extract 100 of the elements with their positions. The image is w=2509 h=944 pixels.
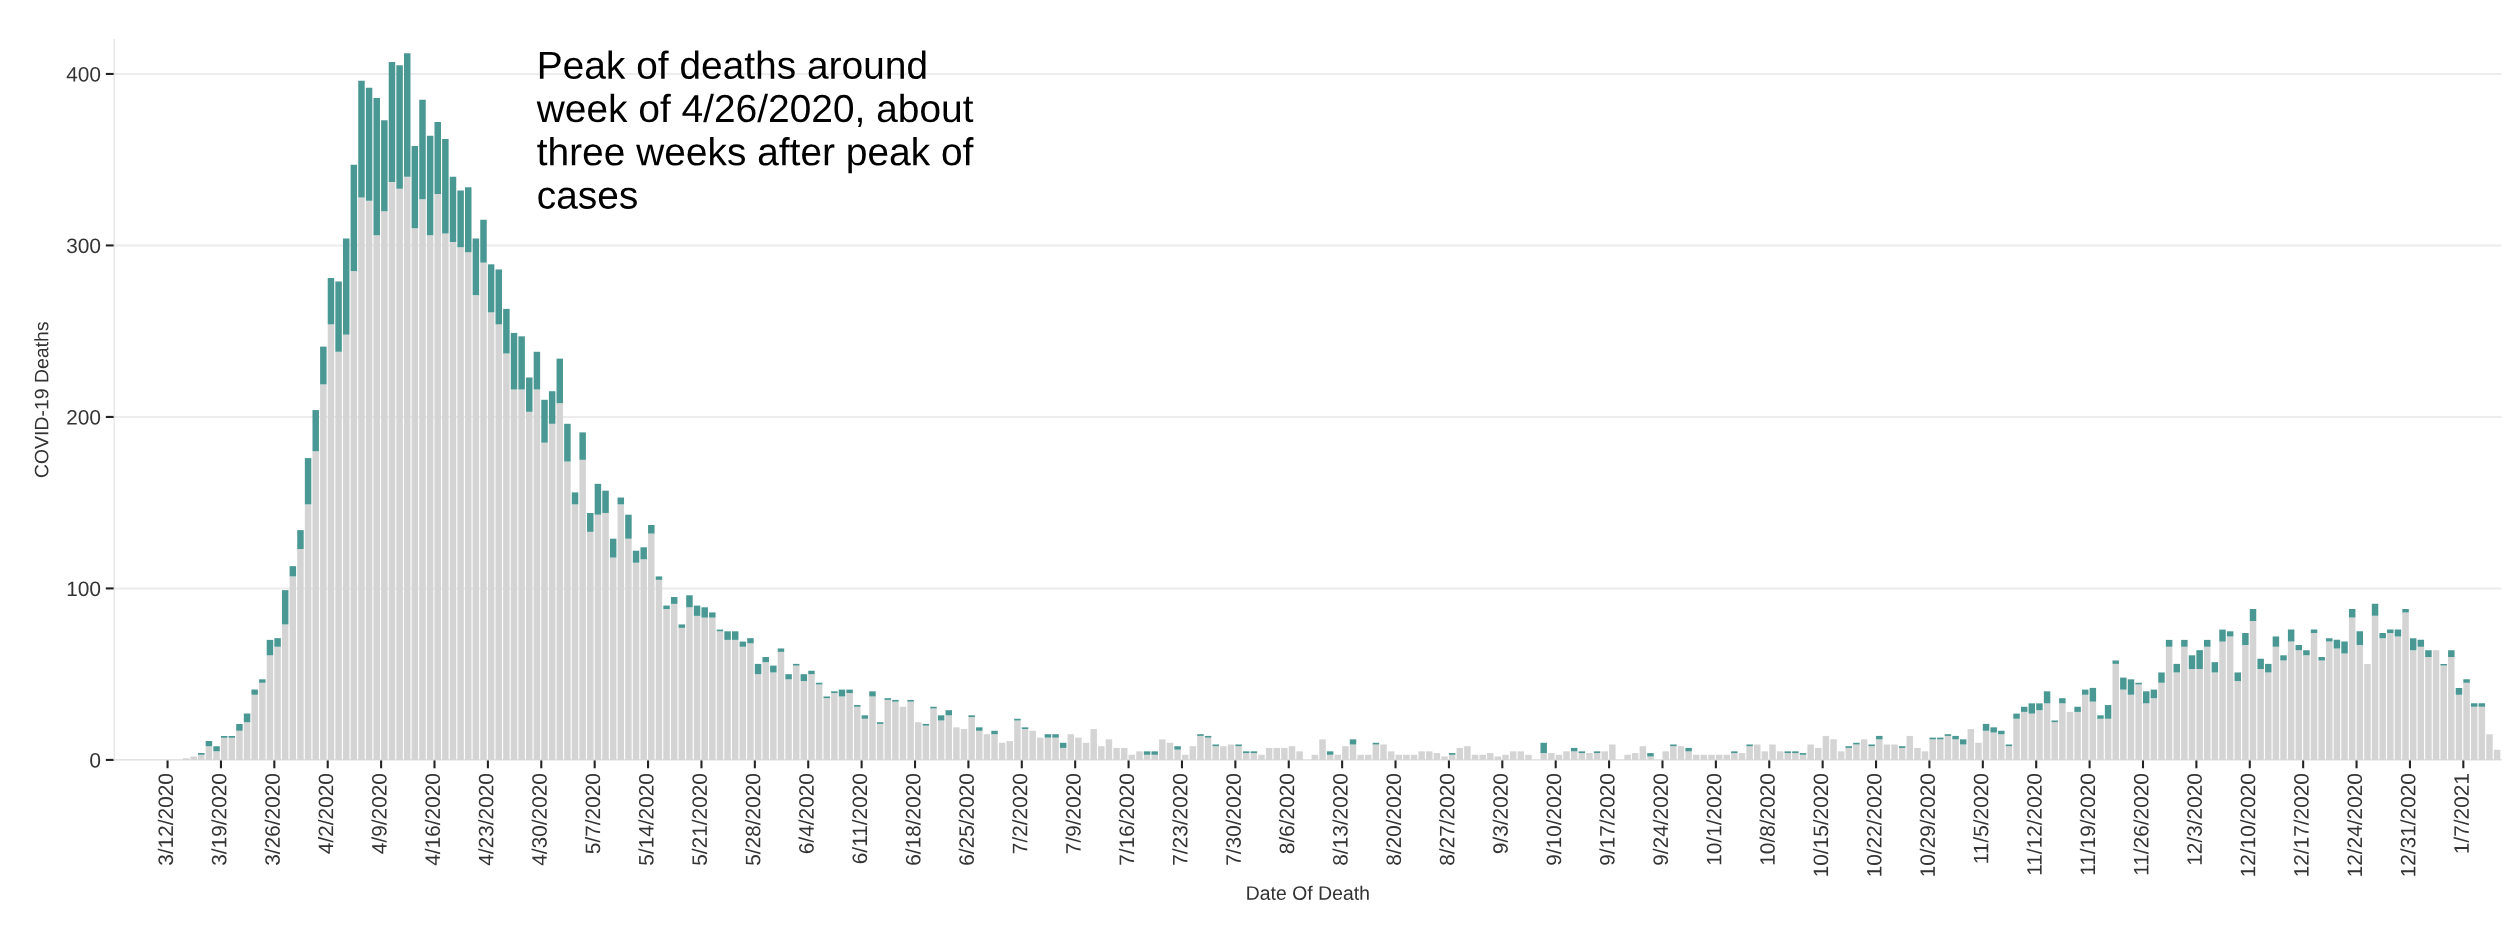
x-tick-label: 4/9/2020	[371, 773, 387, 854]
bar	[2181, 639, 2188, 647]
bar	[2356, 631, 2364, 646]
x-tick-label: 8/6/2020	[1279, 773, 1295, 854]
x-tick-label: 1/7/2021	[2453, 774, 2469, 853]
x-tick-label: 12/3/2020	[2186, 773, 2202, 865]
bar	[785, 674, 792, 680]
x-tick-label: 8/13/2020	[1332, 773, 1348, 865]
bar	[2371, 603, 2379, 616]
y-tick-label: 400	[66, 66, 101, 82]
bar	[571, 492, 579, 505]
bar	[1174, 746, 1181, 750]
bar	[808, 670, 815, 675]
bar	[2112, 660, 2119, 664]
bar	[2249, 609, 2257, 622]
bar	[2158, 672, 2165, 683]
x-tick-label: 10/8/2020	[1759, 773, 1775, 865]
x-tick-label: 12/31/2020	[2400, 773, 2416, 876]
bar	[2059, 698, 2066, 704]
bar	[1876, 735, 1883, 740]
bar	[1959, 739, 1967, 745]
x-axis-title: Date Of Death	[1247, 885, 1369, 900]
bar	[2043, 691, 2051, 704]
bar	[259, 679, 266, 683]
bar	[1349, 739, 1357, 745]
x-tick-label: 4/2/2020	[318, 773, 334, 854]
bar	[2402, 609, 2409, 613]
bar	[2478, 703, 2486, 707]
bar	[991, 730, 998, 735]
y-tick-label: 200	[67, 409, 101, 425]
bar	[2425, 650, 2432, 658]
bar	[281, 590, 289, 625]
x-tick-label: 8/27/2020	[1439, 773, 1455, 865]
bar	[937, 715, 945, 721]
x-tick-label: 9/10/2020	[1545, 773, 1562, 865]
bar	[2448, 650, 2455, 658]
bar	[2295, 645, 2303, 651]
bar	[2020, 706, 2028, 712]
y-tick-label: 100	[67, 581, 101, 597]
bar	[2165, 639, 2173, 647]
x-tick-label: 6/25/2020	[958, 773, 974, 865]
bar	[861, 715, 869, 719]
bar	[2272, 636, 2280, 647]
bar	[754, 663, 762, 675]
bar	[1540, 742, 1547, 754]
bar	[2463, 679, 2470, 683]
bar	[2409, 638, 2417, 651]
y-tick-label: 0	[90, 752, 101, 768]
bar	[2142, 691, 2150, 704]
x-tick-label: 7/30/2020	[1225, 773, 1241, 865]
x-tick-label: 5/28/2020	[745, 773, 761, 865]
x-tick-label: 7/16/2020	[1118, 773, 1135, 865]
x-tick-label: 5/7/2020	[584, 773, 601, 854]
x-tick-label: 12/17/2020	[2293, 773, 2309, 876]
x-tick-label: 3/12/2020	[157, 773, 174, 865]
bar	[800, 674, 808, 682]
bar	[2242, 633, 2249, 646]
bar	[304, 458, 312, 505]
y-axis-title: COVID-19 Deaths	[34, 322, 49, 478]
bar	[556, 358, 564, 404]
x-tick-label: 5/14/2020	[638, 773, 654, 865]
x-tick-label: 12/24/2020	[2346, 773, 2363, 876]
x-tick-label: 4/30/2020	[531, 773, 547, 866]
x-tick-label: 4/23/2020	[478, 773, 494, 866]
x-tick-label: 10/15/2020	[1812, 773, 1829, 876]
bar	[2303, 650, 2310, 656]
x-tick-label: 10/22/2020	[1866, 773, 1882, 876]
bar	[2234, 672, 2241, 682]
bar	[579, 432, 586, 460]
bar	[1952, 735, 1959, 740]
bar	[770, 665, 777, 673]
x-tick-label: 7/23/2020	[1172, 773, 1188, 865]
x-tick-label: 9/3/2020	[1492, 773, 1508, 854]
bar	[205, 741, 213, 747]
bar	[648, 524, 655, 534]
bar	[2204, 639, 2211, 647]
bar	[945, 710, 953, 716]
bar	[976, 727, 983, 731]
bar	[2287, 629, 2295, 642]
bar	[2417, 639, 2425, 647]
x-tick-label: 10/29/2020	[1919, 773, 1936, 876]
annotation: Peak of deaths around week of 4/26/2020, about three weeks after peak of cases	[536, 50, 974, 209]
bar	[251, 689, 258, 695]
x-tick-label: 9/17/2020	[1599, 773, 1615, 865]
bar	[2455, 687, 2463, 695]
bar	[2013, 713, 2020, 719]
bar	[1326, 751, 1334, 755]
bar	[777, 648, 785, 652]
bar	[2379, 633, 2386, 639]
x-tick-label: 11/12/2020	[2026, 773, 2042, 875]
x-tick-label: 6/18/2020	[905, 773, 921, 865]
bar	[312, 410, 319, 452]
bar	[655, 576, 663, 580]
bar	[869, 691, 876, 697]
bar	[297, 530, 304, 549]
x-tick-label: 10/1/2020	[1706, 773, 1722, 865]
x-tick-label: 6/11/2020	[851, 773, 868, 864]
x-tick-label: 3/26/2020	[264, 773, 280, 865]
x-tick-label: 7/9/2020	[1065, 773, 1081, 854]
x-tick-label: 8/20/2020	[1385, 773, 1402, 865]
